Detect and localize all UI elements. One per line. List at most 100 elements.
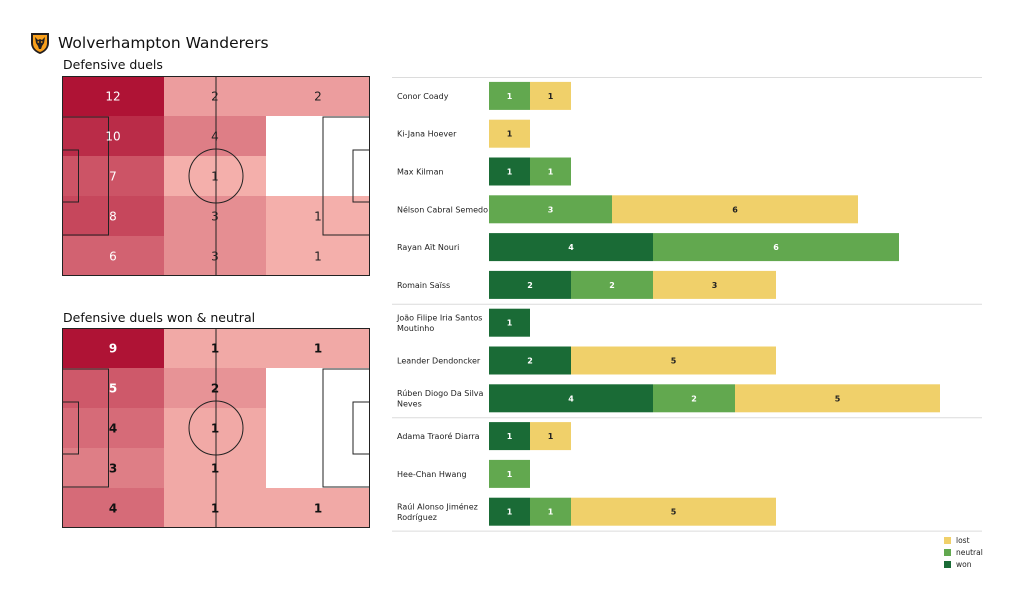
zone-cell-r2-c1 xyxy=(164,408,266,448)
zone-value-r3-c1: 3 xyxy=(211,210,219,224)
zone-value-r4-c2: 1 xyxy=(314,502,322,516)
legend-item-neutral: neutral xyxy=(944,546,983,558)
legend-item-lost: lost xyxy=(944,534,983,546)
zone-cell-r4-c1 xyxy=(164,236,266,276)
zone-value-r1-c1: 4 xyxy=(211,130,219,144)
zone-cell-r0-c2 xyxy=(266,76,370,116)
bar-value-label: 2 xyxy=(527,281,533,290)
bar-segment-won xyxy=(489,270,571,299)
player-name-label: João Filipe Iria Santos Moutinho xyxy=(396,313,482,333)
zone-value-r1-c0: 5 xyxy=(109,382,117,396)
bar-segment-lost xyxy=(612,195,858,224)
legend: lost neutral won xyxy=(944,534,983,570)
legend-label: neutral xyxy=(956,547,983,557)
player-name-label: Raúl Alonso Jiménez Rodríguez xyxy=(397,501,478,522)
zone-value-r2-c1: 1 xyxy=(211,422,219,436)
bar-value-label: 6 xyxy=(732,205,738,214)
player-name-label: Leander Dendoncker xyxy=(397,357,481,366)
bar-segment-neutral xyxy=(653,384,735,413)
legend-swatch xyxy=(944,548,951,556)
zone-value-r3-c2: 1 xyxy=(314,210,322,224)
bar-segment-lost xyxy=(530,422,571,451)
zone-cell-r3-c0 xyxy=(62,196,164,236)
player-name-label: Max Kilman xyxy=(397,168,444,177)
zone-cell-r3-c2 xyxy=(266,196,370,236)
bar-value-label: 2 xyxy=(609,281,615,290)
bar-segment-won xyxy=(489,497,530,526)
bar-segment-neutral xyxy=(653,233,899,262)
bar-segment-neutral xyxy=(489,81,530,110)
pitch-markings xyxy=(62,76,370,276)
zone-cell-r0-c0 xyxy=(62,328,164,368)
zone-value-r2-c0: 4 xyxy=(109,422,117,436)
zone-cell-r4-c1 xyxy=(164,488,266,528)
bar-segment-won xyxy=(489,308,530,337)
zone-cell-r4-c2 xyxy=(266,488,370,528)
bar-segment-won xyxy=(489,233,653,262)
defensive-duels-pitch: 12 2 2 10 4 7 1 8 3 1 6 3 1 xyxy=(62,76,370,276)
bar-segment-neutral xyxy=(530,497,571,526)
zone-cell-r0-c2 xyxy=(266,328,370,368)
bar-segment-neutral xyxy=(571,270,653,299)
zone-cell-r1-c0 xyxy=(62,116,164,156)
zone-value-r0-c1: 2 xyxy=(211,90,219,104)
bar-value-label: 3 xyxy=(548,205,554,214)
zone-value-r4-c0: 6 xyxy=(109,250,117,264)
bar-segment-lost xyxy=(530,81,571,110)
zone-value-r0-c0: 9 xyxy=(109,342,117,356)
zone-value-r3-c0: 8 xyxy=(109,210,117,224)
bar-value-label: 4 xyxy=(568,243,574,252)
pitch-markings xyxy=(62,328,370,528)
zone-cell-r4-c0 xyxy=(62,236,164,276)
zone-cell-r0-c0 xyxy=(62,76,164,116)
zone-value-r4-c1: 3 xyxy=(211,250,219,264)
bar-value-label: 1 xyxy=(548,92,554,101)
zone-cell-r3-c2 xyxy=(266,448,370,488)
header: Wolverhampton Wanderers xyxy=(28,30,269,56)
zone-value-r4-c2: 1 xyxy=(314,250,322,264)
zone-cell-r2-c2 xyxy=(266,156,370,196)
zone-value-r4-c0: 4 xyxy=(109,502,117,516)
zone-value-r3-c1: 1 xyxy=(211,462,219,476)
bar-value-label: 3 xyxy=(712,281,718,290)
zone-cell-r4-c2 xyxy=(266,236,370,276)
bar-value-label: 1 xyxy=(548,168,554,177)
bar-value-label: 2 xyxy=(527,357,533,366)
bar-segment-won xyxy=(489,422,530,451)
zone-value-r1-c1: 2 xyxy=(211,382,219,396)
zone-value-r0-c2: 1 xyxy=(314,342,322,356)
bar-value-label: 2 xyxy=(691,394,697,403)
bar-value-label: 1 xyxy=(507,168,513,177)
player-name-label: Ki-Jana Hoever xyxy=(397,130,457,139)
defensive-duels-won-neutral-pitch: 9 1 1 5 2 4 1 3 1 4 1 1 xyxy=(62,328,370,528)
defensive-duels-title: Defensive duels xyxy=(63,57,163,72)
player-name-label: Adama Traoré Diarra xyxy=(397,431,480,441)
bar-segment-lost xyxy=(735,384,940,413)
zone-cell-r1-c2 xyxy=(266,116,370,156)
bar-segment-lost xyxy=(489,119,530,148)
bar-segment-won xyxy=(489,157,530,186)
legend-swatch xyxy=(944,560,951,568)
bar-segment-won xyxy=(489,346,571,375)
bar-value-label: 1 xyxy=(507,432,513,441)
bar-value-label: 1 xyxy=(548,432,554,441)
bar-value-label: 1 xyxy=(507,508,513,517)
zone-cell-r3-c0 xyxy=(62,448,164,488)
team-title: Wolverhampton Wanderers xyxy=(58,34,269,52)
player-name-label: Hee-Chan Hwang xyxy=(397,470,467,479)
bar-segment-lost xyxy=(653,270,776,299)
bar-segment-neutral xyxy=(530,157,571,186)
zone-value-r2-c1: 1 xyxy=(211,170,219,184)
legend-swatch xyxy=(944,536,951,544)
bar-segment-neutral xyxy=(489,195,612,224)
bar-segment-neutral xyxy=(489,459,530,488)
zone-cell-r4-c0 xyxy=(62,488,164,528)
player-name-label: Rúben Diogo Da Silva Neves xyxy=(397,389,484,409)
bar-value-label: 1 xyxy=(507,470,513,479)
zone-value-r0-c2: 2 xyxy=(314,90,322,104)
zone-value-r4-c1: 1 xyxy=(211,502,219,516)
bar-value-label: 5 xyxy=(671,357,677,366)
player-name-label: Nélson Cabral Semedo xyxy=(397,204,488,214)
zone-cell-r2-c2 xyxy=(266,408,370,448)
zone-value-r3-c0: 3 xyxy=(109,462,117,476)
